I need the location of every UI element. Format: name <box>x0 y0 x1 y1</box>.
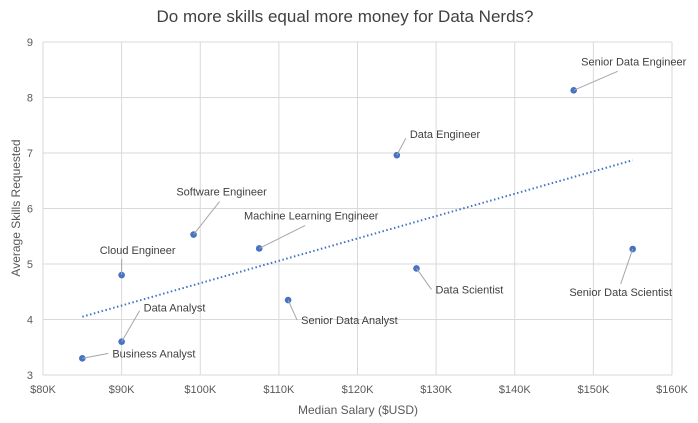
x-tick-label: $100K <box>184 384 216 396</box>
data-label: Cloud Engineer <box>100 245 176 257</box>
tick-labels: $80K $90K $100K $110K $120K $130K $140K $150K $1… <box>27 37 689 396</box>
data-label: Senior Data Scientist <box>569 287 672 299</box>
data-label: Data Engineer <box>410 129 481 141</box>
leader-line <box>82 352 109 359</box>
trendline <box>82 159 633 318</box>
x-tick-label: $90K <box>109 384 135 396</box>
data-label: Senior Data Engineer <box>581 56 687 68</box>
x-tick-label: $130K <box>420 384 452 396</box>
data-label: Senior Data Analyst <box>301 315 398 327</box>
data-labels: Business Analyst Data Analyst Cloud Engine… <box>82 56 687 360</box>
x-tick-label: $140K <box>499 384 531 396</box>
y-tick-label: 7 <box>27 148 33 160</box>
data-points <box>79 86 636 362</box>
gridlines <box>42 41 673 376</box>
leader-line <box>193 201 220 235</box>
y-tick-label: 3 <box>27 370 33 382</box>
x-axis-label: Median Salary ($USD) <box>298 403 418 417</box>
y-tick-label: 5 <box>27 259 33 271</box>
leader-line <box>258 225 306 249</box>
data-point <box>79 355 86 362</box>
leader-line <box>121 310 141 342</box>
x-tick-label: $160K <box>656 384 688 396</box>
leader-line <box>396 137 407 156</box>
leader-line <box>287 299 298 321</box>
y-axis-label: Average Skills Requested <box>9 139 23 276</box>
y-tick-label: 8 <box>27 93 33 105</box>
data-label: Data Analyst <box>144 303 206 315</box>
leader-line <box>620 248 634 285</box>
leader-line <box>416 268 432 290</box>
chart-title: Do more skills equal more money for Data… <box>157 7 534 26</box>
leader-line <box>573 70 618 91</box>
x-tick-label: $80K <box>30 384 56 396</box>
x-tick-label: $120K <box>342 384 374 396</box>
y-tick-label: 9 <box>27 37 33 49</box>
x-tick-label: $150K <box>577 384 609 396</box>
data-point <box>118 271 125 279</box>
x-tick-label: $110K <box>263 384 295 396</box>
data-label: Data Scientist <box>435 284 503 296</box>
y-tick-label: 6 <box>27 204 33 216</box>
data-label: Software Engineer <box>176 187 267 199</box>
y-tick-label: 4 <box>27 315 33 327</box>
data-label: Machine Learning Engineer <box>244 210 379 222</box>
data-label: Business Analyst <box>112 348 195 360</box>
trendline-layer <box>82 159 633 318</box>
